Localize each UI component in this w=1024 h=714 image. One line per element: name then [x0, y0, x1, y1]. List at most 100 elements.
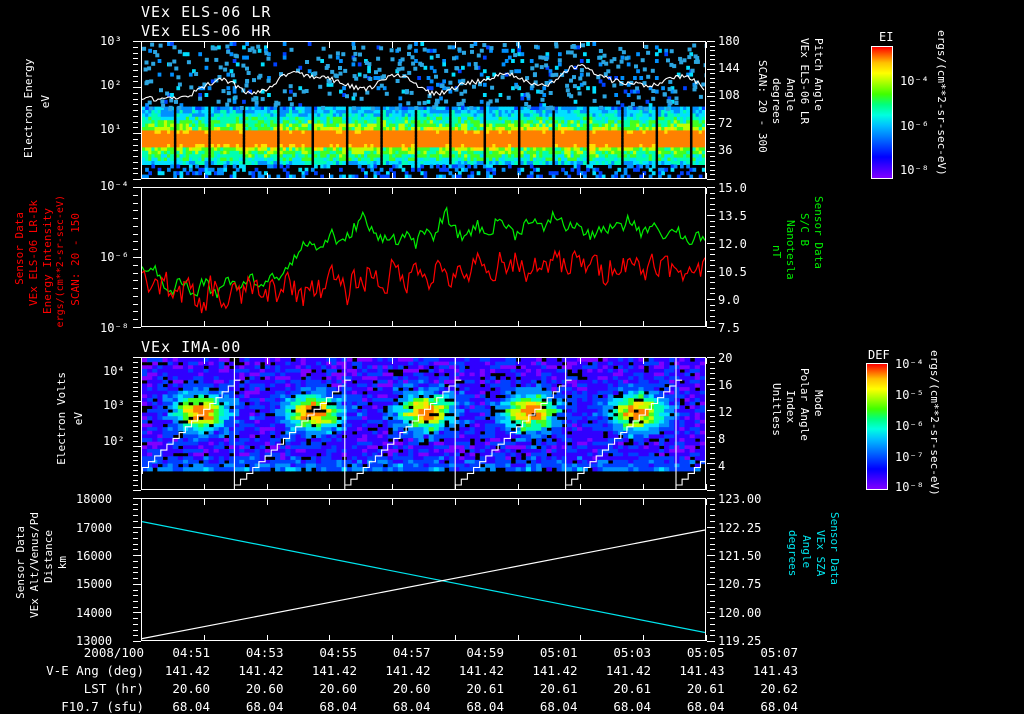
- x-axis-tick: [267, 635, 268, 641]
- panel1-y-axis-label: Electron Energy: [22, 38, 35, 178]
- axis-minor-tick: [133, 567, 138, 568]
- footer-cell-r3-c8: 68.04: [736, 699, 798, 714]
- axis-minor-tick: [710, 288, 715, 289]
- axis-minor-tick: [133, 446, 138, 447]
- panel4-y-label-line2-text: VEx Alt/Venus/Pd: [28, 512, 41, 618]
- panel1-y2-tick-4-text: 36: [718, 143, 732, 157]
- x-axis-tick: [706, 635, 707, 641]
- panel2-plot-area[interactable]: [141, 187, 706, 327]
- axis-minor-tick: [710, 69, 715, 70]
- axis-minor-tick: [133, 104, 138, 105]
- axis-minor-tick: [710, 463, 715, 464]
- axis-minor-tick: [133, 47, 138, 48]
- x-axis-tick: [392, 173, 393, 179]
- axis-minor-tick: [710, 590, 715, 591]
- footer-cell-r0-c8: 05:07: [736, 645, 798, 660]
- axis-minor-tick: [133, 544, 138, 545]
- panel4-y-label-line1: Sensor Data: [14, 526, 27, 599]
- panel4-y2-label-line1: Sensor Data: [828, 512, 841, 585]
- x-axis-tick: [455, 358, 456, 364]
- panel1-title-lr: VEx ELS-06 LR: [141, 3, 271, 21]
- axis-minor-tick: [710, 384, 715, 385]
- panel4-y-tick-2-text: 16000: [76, 549, 112, 563]
- axis-minor-tick: [710, 327, 715, 328]
- axis-minor-tick: [133, 145, 138, 146]
- axis-minor-tick: [710, 310, 715, 311]
- panel3-colorbar-title: DEF: [868, 348, 890, 362]
- panel4-y2-label-line3: Angle: [800, 535, 813, 568]
- panel4-y2-tick-2-text: 121.50: [718, 549, 761, 563]
- panel1-y2-tick-1-text: 144: [718, 61, 740, 75]
- x-axis-tick: [518, 42, 519, 48]
- x-axis-tick: [643, 484, 644, 490]
- axis-minor-tick: [133, 607, 138, 608]
- x-axis-tick: [518, 321, 519, 327]
- axis-minor-tick: [710, 41, 715, 42]
- axis-minor-tick: [133, 406, 138, 407]
- x-axis-tick: [204, 321, 205, 327]
- axis-minor-tick: [133, 377, 138, 378]
- x-axis-tick: [267, 358, 268, 364]
- x-axis-tick: [329, 484, 330, 490]
- panel2-y-tick-1: 10⁻⁶: [100, 250, 129, 264]
- panel1-y-tick-0: 10³: [100, 34, 122, 48]
- axis-minor-tick: [710, 161, 715, 162]
- axis-minor-tick: [710, 260, 715, 261]
- panel4-y2-tick-3: 120.75: [718, 577, 761, 591]
- panel4-y-label-line4: km: [56, 556, 69, 569]
- axis-minor-tick: [710, 187, 715, 188]
- panel3-y-tick-1-text: 10³: [103, 398, 125, 412]
- axis-minor-tick: [710, 226, 715, 227]
- panel1-y2-tick-3-text: 72: [718, 116, 732, 130]
- footer-cell-r0-c0: 04:51: [148, 645, 210, 660]
- axis-minor-tick: [133, 515, 138, 516]
- x-axis-tick: [706, 321, 707, 327]
- footer-cell-r2-c3: 20.60: [369, 681, 431, 696]
- panel2-y2-tick-2-text: 12.0: [718, 237, 747, 251]
- axis-minor-tick: [133, 584, 138, 585]
- axis-minor-tick: [710, 243, 715, 244]
- panel3-y2-label-line3-text: Index: [784, 390, 797, 423]
- footer-cell-r2-c6: 20.61: [589, 681, 651, 696]
- x-axis-tick: [329, 635, 330, 641]
- x-axis-tick: [204, 484, 205, 490]
- footer-cell-r1-c4: 141.42: [442, 663, 504, 678]
- panel4-plot-area[interactable]: [141, 498, 706, 641]
- x-axis-tick: [643, 635, 644, 641]
- panel2-y-tick-2-text: 10⁻⁸: [100, 321, 129, 335]
- axis-minor-tick: [710, 504, 715, 505]
- x-axis-tick: [329, 173, 330, 179]
- panel3-colorbar-tick-2: 10⁻⁶: [895, 419, 924, 433]
- x-axis-tick: [643, 173, 644, 179]
- axis-minor-tick: [710, 221, 715, 222]
- panel1-y-axis-units-text: eV: [39, 95, 52, 108]
- panel3-y2-label-line1: Mode: [812, 390, 825, 417]
- panel3-colorbar-tick-4: 10⁻⁸: [895, 480, 924, 494]
- axis-minor-tick: [133, 527, 138, 528]
- x-axis-tick: [455, 321, 456, 327]
- axis-minor-tick: [710, 447, 715, 448]
- panel2-y2-label-line2: S/C B: [798, 213, 811, 246]
- axis-minor-tick: [710, 595, 715, 596]
- axis-minor-tick: [710, 165, 715, 166]
- axis-minor-tick: [133, 226, 138, 227]
- footer-cell-r3-c0: 68.04: [148, 699, 210, 714]
- axis-minor-tick: [133, 572, 138, 573]
- panel1-y-tick-1-text: 10²: [100, 78, 122, 92]
- panel1-y2-tick-0-text: 180: [718, 34, 740, 48]
- axis-minor-tick: [133, 387, 138, 388]
- panel1-plot-area[interactable]: [141, 41, 706, 179]
- panel4-y2-tick-3-text: 120.75: [718, 577, 761, 591]
- panel3-plot-area[interactable]: [141, 357, 706, 490]
- axis-minor-tick: [133, 173, 138, 174]
- panel3-colorbar-tick-1: 10⁻⁵: [895, 388, 924, 402]
- panel1-colorbar-tick-2: 10⁻⁸: [900, 163, 929, 177]
- x-axis-tick: [580, 635, 581, 641]
- panel1-colorbar-unit-text: ergs/(cm**2-sr-sec-eV): [935, 30, 948, 176]
- axis-minor-tick: [133, 116, 138, 117]
- footer-cell-r3-c6: 68.04: [589, 699, 651, 714]
- panel1-colorbar-tick-1-text: 10⁻⁶: [900, 119, 929, 133]
- panel4-y-tick-0: 18000: [76, 492, 112, 506]
- panel4-y2-tick-4: 120.00: [718, 606, 761, 620]
- axis-minor-tick: [710, 405, 715, 406]
